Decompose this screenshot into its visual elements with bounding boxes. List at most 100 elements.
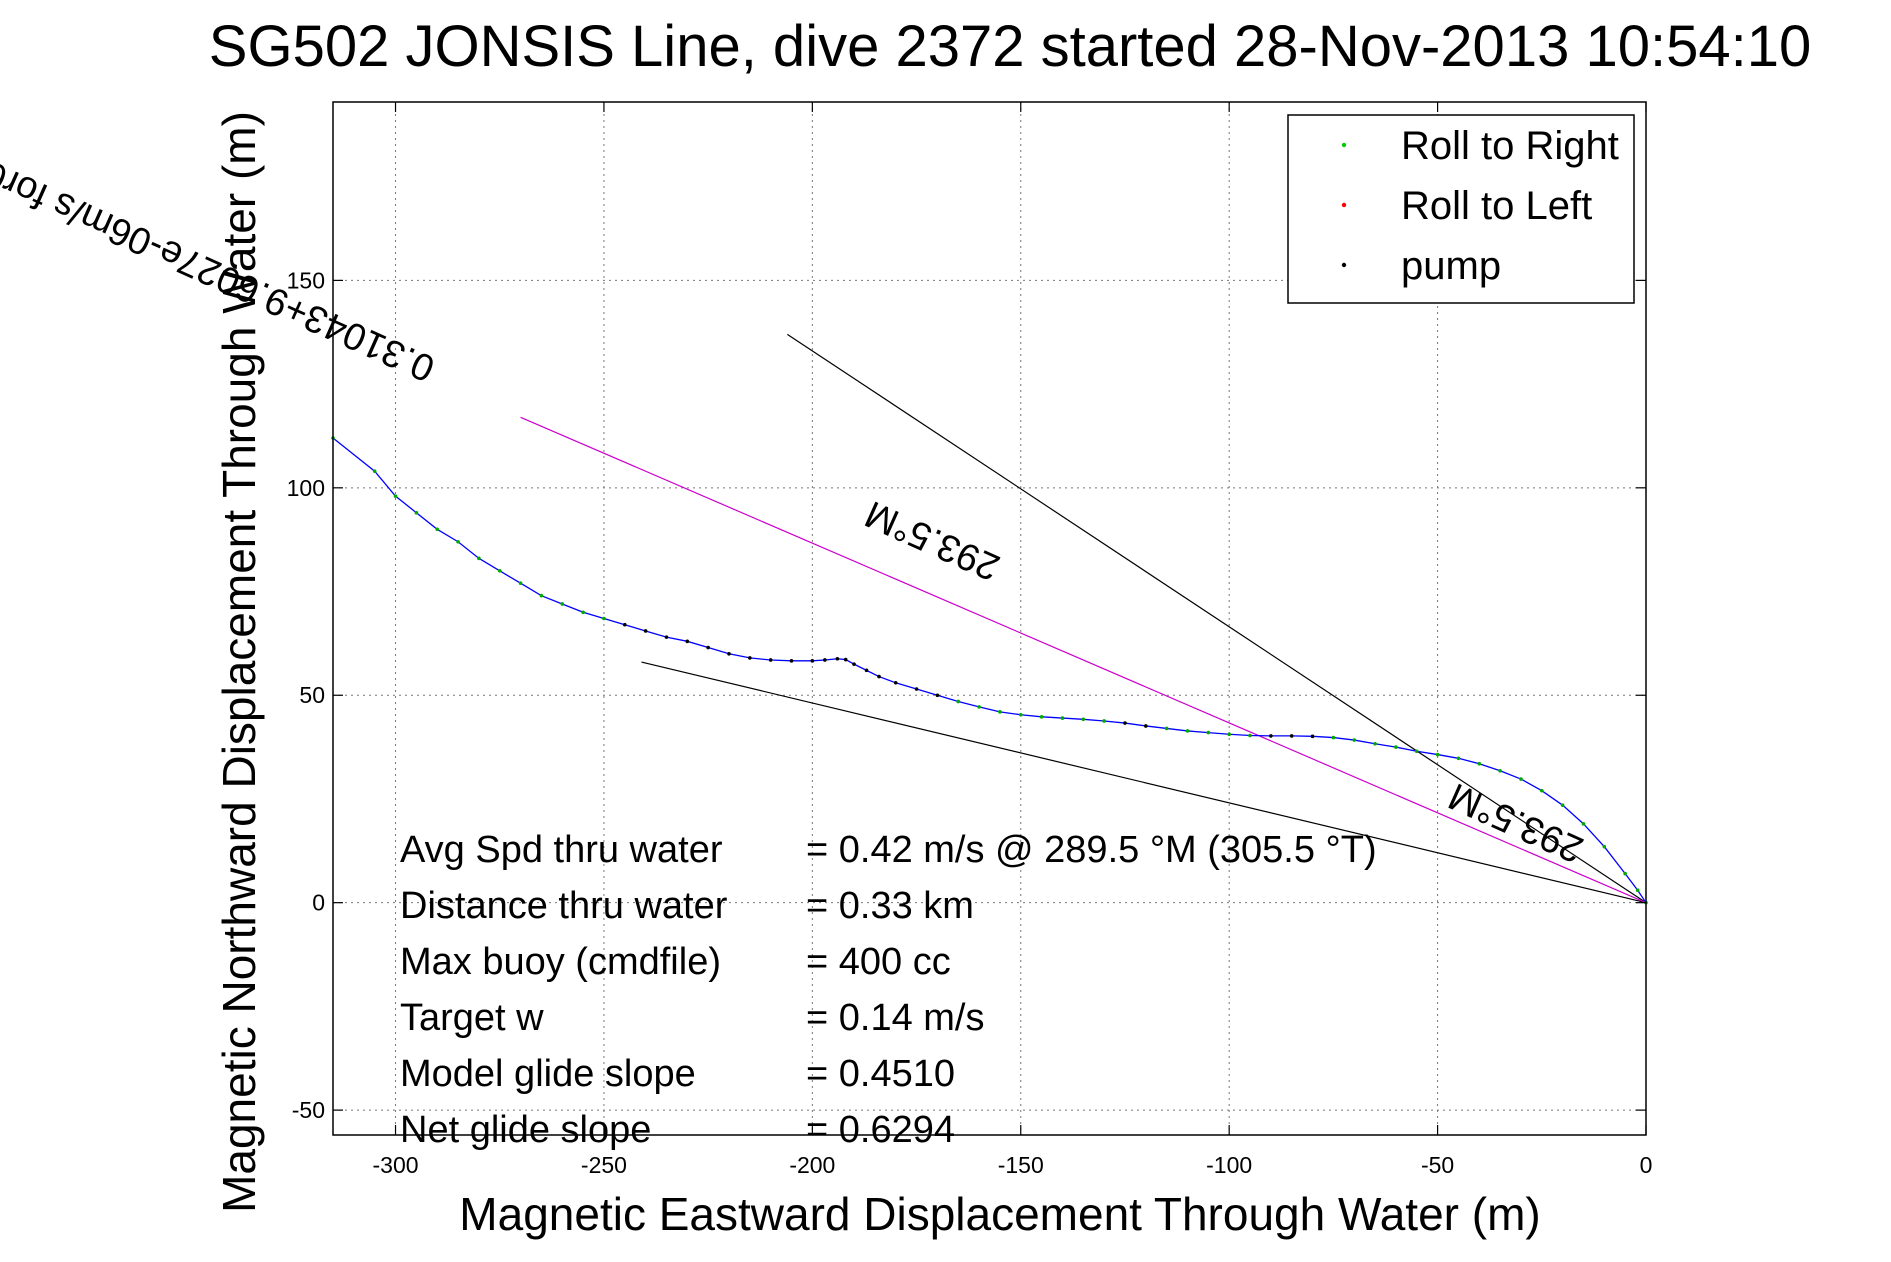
track-point <box>1227 732 1231 737</box>
track-point <box>1185 729 1190 733</box>
x-tick-label: -300 <box>373 1152 419 1178</box>
track-point <box>706 645 710 650</box>
track-point <box>1331 735 1336 740</box>
track-point <box>1039 715 1044 719</box>
track-point <box>1352 738 1357 742</box>
legend-marker <box>1341 202 1347 208</box>
x-tick-label: 0 <box>1640 1152 1653 1178</box>
track-point <box>622 622 627 627</box>
track-point <box>768 658 773 662</box>
track-point <box>1477 761 1482 766</box>
track-point <box>414 510 419 515</box>
track-point <box>1102 719 1106 723</box>
track-point <box>664 635 669 639</box>
track-point <box>789 659 794 663</box>
legend-label: pump <box>1401 244 1501 288</box>
track-point <box>581 610 585 615</box>
x-axis-label: Magnetic Eastward Displacement Through W… <box>459 1188 1540 1240</box>
stat-label: Max buoy (cmdfile) <box>400 941 721 983</box>
heading-line-upper <box>787 333 1647 904</box>
legend-marker <box>1341 262 1347 268</box>
stat-label: Target w <box>400 997 544 1039</box>
plot-lines <box>331 333 1648 905</box>
track-point <box>560 602 565 606</box>
track-point <box>1310 734 1315 739</box>
track-point <box>497 568 502 573</box>
x-tick-label: -250 <box>581 1152 627 1178</box>
track-point <box>748 656 752 660</box>
track-point <box>843 657 848 662</box>
stat-label: Model glide slope <box>400 1053 696 1095</box>
track-point <box>977 705 981 709</box>
track-point <box>602 616 606 621</box>
x-tick-label: -150 <box>998 1152 1044 1178</box>
chart-title: SG502 JONSIS Line, dive 2372 started 28-… <box>209 14 1811 79</box>
stat-value: = 0.6294 <box>806 1109 955 1151</box>
track-point <box>823 658 827 662</box>
track-point <box>727 651 731 656</box>
track-point <box>1081 717 1086 722</box>
legend-label: Roll to Right <box>1401 124 1619 168</box>
track-point <box>393 494 398 498</box>
y-axis-label: Magnetic Northward Displacement Through … <box>213 111 265 1213</box>
track-point <box>1623 871 1627 876</box>
stat-label: Avg Spd thru water <box>400 829 723 871</box>
track-point <box>877 674 881 679</box>
track-point <box>1498 768 1502 773</box>
track-point <box>1635 888 1640 893</box>
stats-block: Avg Spd thru water = 0.42 m/s @ 289.5 °M … <box>400 829 1377 1151</box>
track-point <box>1144 724 1148 728</box>
track-point <box>1602 844 1607 849</box>
stat-label: Net glide slope <box>400 1109 651 1151</box>
plot-frame <box>332 101 1647 1136</box>
track-point <box>643 629 648 633</box>
track-point <box>1269 734 1273 738</box>
stat-value: = 400 cc <box>806 941 951 983</box>
track-point <box>914 687 919 691</box>
track-point <box>477 556 481 561</box>
track-point <box>518 581 523 586</box>
track-point <box>810 659 815 663</box>
track-point <box>1539 788 1544 793</box>
track-point <box>435 527 440 532</box>
stat-value: = 0.33 km <box>806 885 974 927</box>
track-point <box>935 693 940 698</box>
track-point <box>1581 822 1586 826</box>
legend: Roll to Right Roll to Left pump <box>1287 114 1635 304</box>
track-point <box>372 469 377 474</box>
track-point <box>1123 721 1127 725</box>
heading-line-lower <box>641 661 1647 904</box>
track-point <box>998 710 1002 714</box>
track-point <box>1018 712 1023 717</box>
y-tick-label: 150 <box>287 267 325 293</box>
y-tick-label: -50 <box>292 1097 325 1123</box>
track-point <box>1206 730 1211 735</box>
track-point <box>1456 756 1461 761</box>
track-point <box>835 656 840 661</box>
y-tick-label: 100 <box>287 475 325 501</box>
track-point <box>956 699 961 704</box>
track-point <box>1164 726 1169 731</box>
y-tick-label: 50 <box>299 682 325 708</box>
x-tick-label: -200 <box>789 1152 835 1178</box>
stat-value: = 0.4510 <box>806 1053 955 1095</box>
track-point <box>1289 734 1294 738</box>
y-tick-label: 0 <box>312 890 325 916</box>
track-point <box>893 681 898 685</box>
track-point <box>1435 752 1440 757</box>
track-point <box>1373 741 1377 746</box>
track-point <box>1414 749 1419 754</box>
track-point <box>1394 745 1398 749</box>
stat-value: = 0.14 m/s <box>806 997 984 1039</box>
stat-value: = 0.42 m/s @ 289.5 °M (305.5 °T) <box>806 829 1377 871</box>
track-point <box>456 539 460 544</box>
current-line <box>520 416 1647 904</box>
legend-marker <box>1341 142 1347 148</box>
track-point <box>1248 733 1252 738</box>
track-point <box>1519 777 1523 781</box>
track-point <box>852 662 856 666</box>
track-point <box>539 593 544 598</box>
track-point <box>864 668 869 673</box>
ticks: -300 -250 -200 -150 -100 -50 0 -50 0 50 100 150 <box>287 102 1653 1178</box>
